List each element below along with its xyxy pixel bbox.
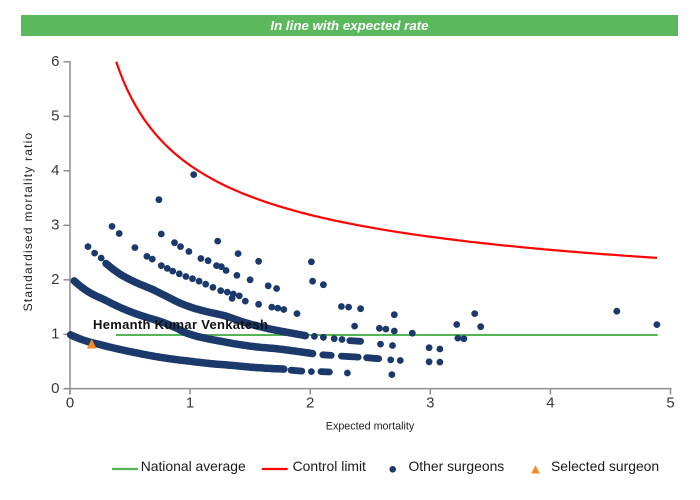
svg-text:4: 4 [51, 162, 59, 179]
svg-text:Expected mortality: Expected mortality [326, 420, 415, 432]
svg-text:6: 6 [51, 53, 59, 70]
svg-text:Selected surgeon: Selected surgeon [551, 458, 659, 474]
svg-text:2: 2 [51, 271, 59, 288]
svg-text:In line with expected rate: In line with expected rate [270, 18, 429, 33]
svg-text:Other surgeons: Other surgeons [409, 458, 505, 474]
svg-text:2: 2 [306, 395, 314, 412]
svg-text:0: 0 [66, 395, 74, 412]
svg-text:National average: National average [141, 458, 246, 474]
svg-text:0: 0 [51, 380, 59, 397]
svg-text:1: 1 [186, 395, 194, 412]
svg-text:Hemanth Kumar Venkatesh: Hemanth Kumar Venkatesh [93, 317, 268, 332]
svg-text:1: 1 [51, 326, 59, 343]
svg-text:3: 3 [426, 395, 434, 412]
svg-text:Standardised mortality ratio: Standardised mortality ratio [21, 132, 35, 312]
svg-text:5: 5 [51, 108, 59, 125]
svg-text:Control limit: Control limit [293, 458, 366, 474]
svg-text:3: 3 [51, 217, 59, 234]
svg-text:5: 5 [666, 395, 674, 412]
svg-text:4: 4 [546, 395, 554, 412]
